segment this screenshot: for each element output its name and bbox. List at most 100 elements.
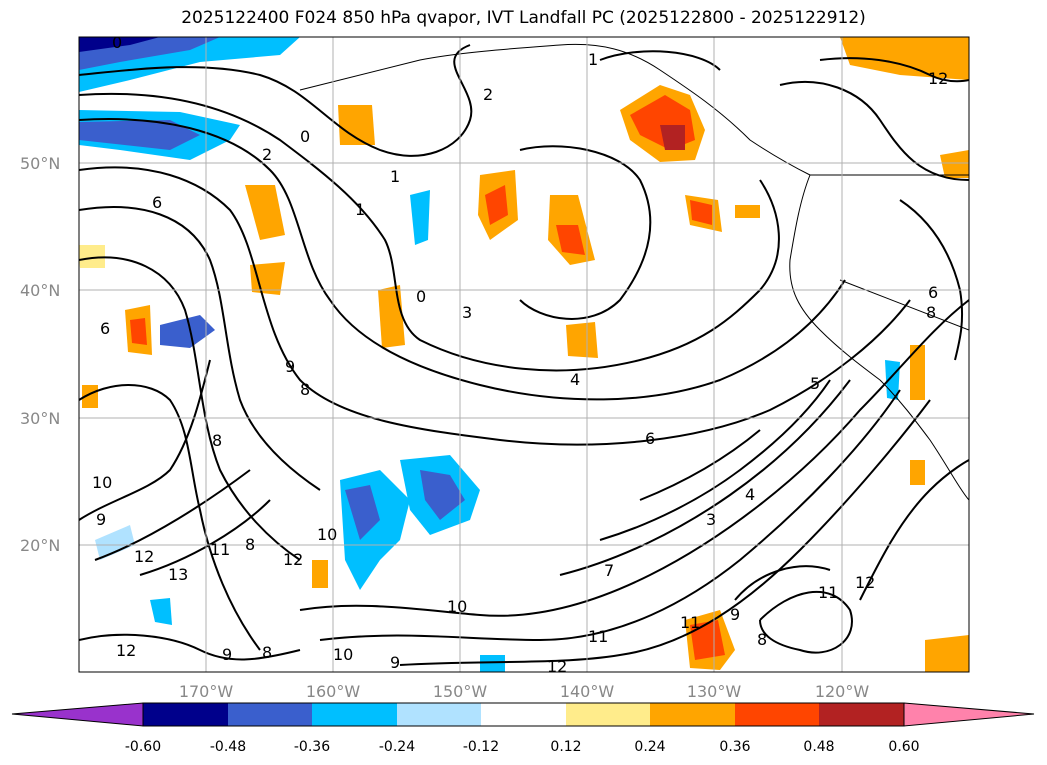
colorbar-tick-label: 0.36: [719, 739, 750, 755]
contour-label: 8: [926, 303, 936, 322]
contour-label: 1: [588, 50, 598, 69]
contour-label: 9: [730, 605, 740, 624]
positive-anomaly-region: [910, 345, 925, 400]
contour-label: 10: [317, 525, 337, 544]
positive-anomaly-region: [735, 205, 760, 218]
contour-label: 2: [262, 145, 272, 164]
positive-anomaly-region: [660, 125, 685, 150]
contour-line: [759, 591, 853, 654]
contour-label: 8: [212, 431, 222, 450]
colorbar-segment: [481, 703, 566, 726]
contour-line: [79, 359, 211, 521]
positive-anomaly-region: [312, 560, 328, 588]
positive-anomaly-region: [556, 225, 585, 255]
contour-line: [139, 499, 271, 576]
contour-line: [819, 57, 969, 83]
contour-line: [639, 429, 761, 501]
colorbar-segment: [650, 703, 735, 726]
lon-label: 120°W: [815, 682, 870, 701]
colorbar: -0.60 -0.48 -0.36 -0.24 -0.12 0.12 0.24 …: [11, 702, 1035, 755]
contour-label: 12: [855, 573, 875, 592]
positive-anomaly-region: [840, 37, 969, 80]
contour-label: 6: [152, 193, 162, 212]
positive-anomaly-region: [566, 322, 598, 358]
contour-label: 3: [462, 303, 472, 322]
contour-line: [79, 633, 301, 661]
contour-line: [599, 379, 831, 541]
colorbar-tick-label: -0.48: [210, 739, 246, 755]
map-content: 0 1 2 0 1 2 6 1 0 3 4 6 5 6 8 9 8 10 9 1…: [79, 33, 969, 676]
contour-value-labels: 0 1 2 0 1 2 6 1 0 3 4 6 5 6 8 9 8 10 9 1…: [92, 33, 948, 676]
negative-anomaly-region: [345, 485, 380, 540]
colorbar-tick-label: 0.24: [634, 739, 665, 755]
contour-line: [859, 459, 969, 601]
contour-label: 7: [604, 561, 614, 580]
negative-anomaly-region: [480, 655, 505, 672]
contour-label: 3: [706, 510, 716, 529]
positive-anomaly-region: [79, 245, 105, 268]
contour-label: 1: [355, 200, 365, 219]
colorbar-extend-min: [11, 702, 144, 727]
positive-anomaly-region: [925, 635, 969, 672]
colorbar-segment: [397, 703, 481, 726]
contour-label: 4: [570, 370, 580, 389]
negative-anomaly-region: [410, 190, 430, 245]
negative-anomaly-region: [79, 120, 200, 150]
contour-line: [319, 389, 901, 642]
lon-label: 150°W: [433, 682, 488, 701]
positive-anomaly-region: [690, 620, 725, 660]
plot-title: 2025122400 F024 850 hPa qvapor, IVT Land…: [181, 8, 866, 28]
positive-anomaly-region: [485, 185, 508, 225]
positive-anomaly-region: [690, 200, 712, 225]
coastline: [299, 43, 811, 176]
contour-line: [79, 166, 911, 446]
contour-label: 8: [757, 630, 767, 649]
contour-label: 8: [245, 535, 255, 554]
contour-line: [599, 50, 721, 71]
colorbar-segment: [228, 703, 312, 726]
colorbar-tick-label: 0.48: [803, 739, 834, 755]
negative-anomaly-region: [95, 525, 135, 560]
contour-label: 9: [96, 510, 106, 529]
coastline: [839, 279, 969, 331]
contour-label: 10: [447, 597, 467, 616]
contour-label: 6: [100, 319, 110, 338]
contour-label: 10: [92, 473, 112, 492]
contour-label: 6: [645, 429, 655, 448]
contour-label: 12: [547, 657, 567, 676]
negative-anomaly-region: [79, 37, 160, 52]
ivt-contours: [79, 44, 969, 666]
contour-label: 0: [416, 287, 426, 306]
contour-line: [79, 118, 846, 401]
contour-label: 5: [810, 374, 820, 393]
gridlines: [79, 37, 969, 672]
colorbar-segment: [819, 703, 904, 726]
colorbar-tick-label: 0.12: [550, 739, 581, 755]
contour-label: 6: [928, 283, 938, 302]
contour-label: 9: [285, 357, 295, 376]
contour-label: 4: [745, 485, 755, 504]
contour-line: [79, 384, 261, 651]
lat-label: 50°N: [20, 154, 60, 173]
contour-line: [79, 256, 301, 561]
coastlines: [299, 43, 969, 501]
contour-label: 0: [112, 33, 122, 52]
lat-label: 20°N: [20, 536, 60, 555]
colorbar-segment: [566, 703, 650, 726]
contour-label: 2: [483, 85, 493, 104]
lon-label: 130°W: [687, 682, 742, 701]
positive-anomaly-region: [250, 262, 285, 295]
contour-line: [734, 565, 831, 601]
map-background: [79, 37, 969, 672]
colorbar-segment: [312, 703, 397, 726]
positive-anomaly-region: [338, 105, 375, 145]
contour-line: [94, 469, 251, 561]
coastline: [789, 174, 969, 501]
contour-label: 11: [680, 613, 700, 632]
contour-label: 11: [210, 540, 230, 559]
colorbar-segment: [143, 703, 228, 726]
contour-label: 12: [283, 550, 303, 569]
contour-label: 12: [928, 69, 948, 88]
contour-label: 10: [333, 645, 353, 664]
